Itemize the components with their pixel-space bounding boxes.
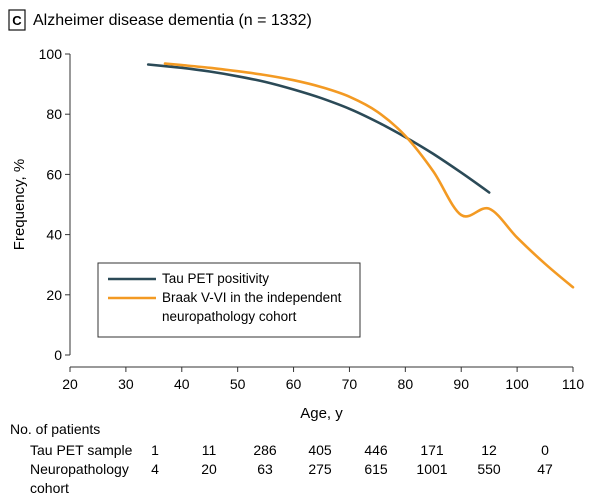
y-tick-label: 100 [39, 46, 63, 62]
x-tick-label: 80 [398, 376, 414, 392]
table-cell: 63 [257, 461, 273, 477]
table-cell: 20 [201, 461, 217, 477]
table-row-label: Tau PET sample [30, 442, 133, 458]
x-tick-label: 50 [230, 376, 246, 392]
x-tick-label: 100 [505, 376, 529, 392]
table-header: No. of patients [10, 421, 100, 437]
table-row-label: Neuropathology [30, 461, 129, 477]
table-cell: 171 [420, 442, 444, 458]
table-cell: 0 [541, 442, 549, 458]
table-cell: 4 [151, 461, 159, 477]
y-tick-label: 60 [46, 166, 62, 182]
table-cell: 1001 [416, 461, 447, 477]
y-tick-label: 0 [54, 347, 62, 363]
x-tick-label: 60 [286, 376, 302, 392]
y-tick-label: 40 [46, 227, 62, 243]
x-tick-label: 40 [174, 376, 190, 392]
legend-label: neuropathology cohort [162, 309, 297, 324]
table-cell: 11 [202, 442, 217, 458]
legend-box [97, 262, 361, 338]
table-cell: 275 [308, 461, 332, 477]
series-line-braak [163, 62, 575, 289]
x-tick-label: 70 [342, 376, 358, 392]
table-cell: 550 [477, 461, 501, 477]
table-cell: 615 [364, 461, 388, 477]
legend-label: Braak V-VI in the independent [162, 290, 342, 305]
legend-label: Tau PET positivity [162, 271, 269, 286]
table-cell: 405 [308, 442, 332, 458]
y-tick-label: 20 [46, 287, 62, 303]
x-tick-label: 110 [562, 376, 585, 392]
x-tick-label: 30 [118, 376, 134, 392]
series-layer [146, 62, 575, 289]
series-line-tau-pet [146, 63, 491, 194]
table-row-label: cohort [30, 480, 69, 496]
table-cell: 446 [364, 442, 388, 458]
table-cell: 47 [537, 461, 553, 477]
panel-letter: C [12, 13, 22, 28]
y-axis-title: Frequency, % [11, 159, 28, 250]
table-cell: 286 [253, 442, 277, 458]
table-cell: 1 [151, 442, 159, 458]
legend: Tau PET positivity Braak V-VI in the inde… [97, 262, 361, 338]
x-axis-title: Age, y [300, 405, 343, 422]
table-cell: 12 [481, 442, 497, 458]
panel-letter-box [8, 9, 26, 31]
x-tick-label: 20 [62, 376, 78, 392]
chart-title: Alzheimer disease dementia (n = 1332) [33, 12, 312, 29]
x-tick-label: 90 [453, 376, 469, 392]
y-tick-label: 80 [46, 106, 62, 122]
